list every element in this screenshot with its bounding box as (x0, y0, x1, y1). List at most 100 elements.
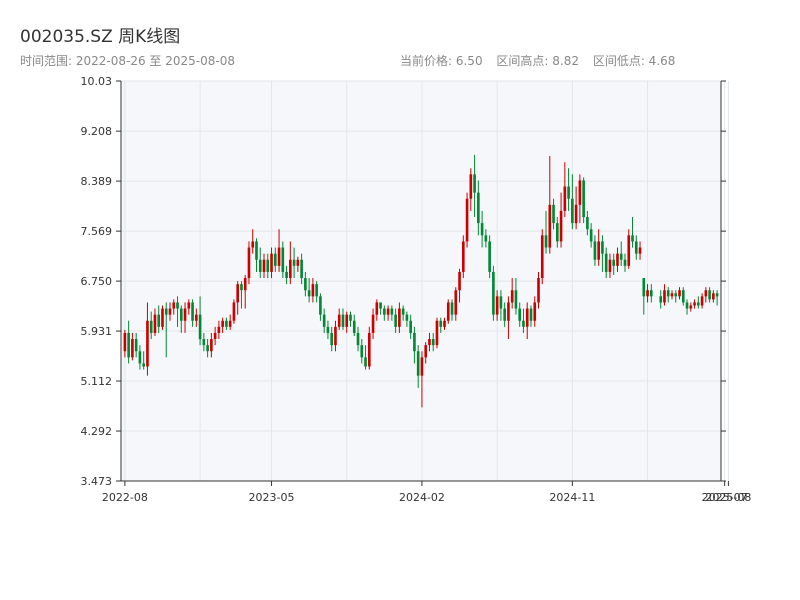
candle-body (319, 296, 322, 315)
candle-body (311, 284, 315, 297)
candle-body (563, 186, 567, 211)
candle-body (631, 235, 634, 242)
candle-body (371, 314, 375, 333)
candle-body (352, 320, 356, 333)
candle-body (289, 259, 292, 279)
candle-body (544, 235, 548, 248)
y-tick-label: 9.208 (81, 125, 113, 138)
candle-body (296, 259, 300, 266)
x-tick-label: 2024-02 (399, 491, 445, 504)
candle-body (134, 339, 138, 352)
candle-body (458, 271, 461, 291)
candle-body (469, 174, 473, 199)
candle-body (428, 339, 431, 346)
candle-body (678, 290, 681, 297)
candle-body (360, 345, 364, 358)
candle-body (375, 302, 379, 315)
candle-body (649, 290, 653, 297)
candle-body (685, 302, 689, 309)
candle-body (243, 278, 247, 291)
candle-body (270, 253, 273, 272)
candle-body (593, 241, 597, 260)
candle-body (416, 351, 420, 376)
candle-body (225, 320, 228, 327)
candle-body (670, 293, 674, 297)
candle-body (300, 259, 303, 279)
candle-body (578, 180, 582, 205)
candle-body (567, 186, 570, 199)
candle-body (206, 345, 209, 352)
candle-body (623, 259, 627, 266)
candle-body (503, 308, 506, 321)
candle-body (689, 305, 693, 309)
candle-body (390, 308, 394, 315)
candle-body (153, 314, 157, 333)
candle-body (555, 223, 559, 242)
candle-body (708, 290, 711, 300)
candle-body (704, 290, 708, 297)
candle-body (514, 290, 518, 309)
candle-body (127, 332, 130, 358)
candle-body (247, 247, 251, 279)
candle-body (697, 302, 700, 306)
candle-body (619, 253, 623, 260)
candle-body (232, 302, 236, 321)
candle-body (480, 223, 484, 236)
candle-body (597, 241, 600, 260)
candle-body (522, 320, 525, 327)
candle-body (123, 332, 127, 352)
candle-body (586, 217, 589, 230)
candle-body (420, 357, 424, 376)
candle-body (161, 308, 164, 327)
x-tick-label: 2023-05 (249, 491, 295, 504)
candle-body (571, 198, 574, 224)
candle-body (552, 204, 555, 224)
x-tick-label: 2025-08 (705, 491, 751, 504)
candle-body (262, 259, 266, 272)
candle-body (559, 210, 563, 242)
candle-body (176, 302, 179, 309)
candle-body (424, 345, 428, 358)
candle-body (138, 351, 142, 364)
candle-body (146, 320, 149, 367)
candle-body (251, 241, 255, 248)
price-summary: 当前价格: 6.50 区间高点: 8.82 区间低点: 4.68 (400, 52, 685, 69)
candle-body (627, 235, 631, 266)
candle-body (674, 293, 678, 297)
candle-body (548, 204, 552, 248)
range-low: 区间低点: 4.68 (592, 54, 676, 68)
candle-body (277, 247, 281, 266)
candle-body (172, 302, 176, 309)
candle-body (349, 314, 352, 321)
candle-body (345, 314, 349, 327)
candle-body (187, 302, 191, 309)
grid-lines (121, 80, 729, 482)
candle-body (450, 302, 454, 315)
candle-body (634, 241, 638, 254)
candle-body (281, 247, 285, 272)
candle-body (202, 339, 206, 346)
x-tick-label: 2022-08 (102, 491, 148, 504)
candle-body (666, 290, 670, 297)
candle-body (258, 259, 262, 272)
candle-body (149, 320, 153, 333)
candle-body (273, 253, 277, 266)
chart-title: 002035.SZ 周K线图 (20, 27, 181, 47)
candle-body (435, 320, 439, 346)
candle-body (198, 314, 202, 340)
y-tick-label: 7.569 (81, 225, 113, 238)
candle-body (337, 314, 341, 327)
candle-body (157, 314, 161, 327)
y-tick-label: 4.292 (81, 425, 113, 438)
candle-body (693, 302, 696, 306)
candle-body (315, 284, 318, 297)
candle-body (191, 302, 194, 321)
candle-body (529, 308, 533, 321)
candle-body (439, 320, 443, 327)
candle-body (488, 241, 491, 272)
candle-body (292, 259, 296, 266)
candle-body (492, 271, 495, 315)
candle-body (401, 308, 405, 315)
candle-body (518, 308, 522, 321)
